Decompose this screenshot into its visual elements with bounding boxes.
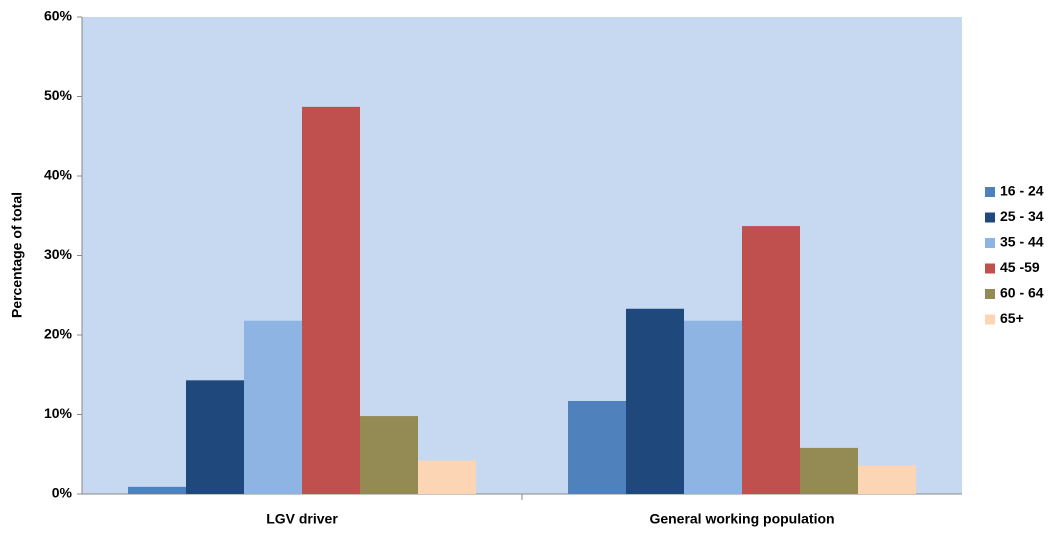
legend-swatch [985, 187, 995, 197]
legend-label: 65+ [1000, 310, 1024, 326]
bar [684, 320, 742, 494]
y-tick-label: 60% [44, 8, 73, 24]
legend-label: 45 -59 [1000, 259, 1040, 275]
bar [800, 447, 858, 494]
legend-swatch [985, 314, 995, 325]
y-tick-label: 0% [52, 485, 73, 501]
y-tick-label: 20% [44, 326, 73, 342]
legend-swatch [985, 212, 995, 223]
x-tick-label: LGV driver [266, 511, 338, 527]
legend-swatch [985, 263, 995, 274]
bar [186, 380, 244, 494]
bar [302, 106, 360, 495]
legend-label: 35 - 44 [1000, 234, 1044, 250]
bar [742, 226, 800, 494]
bar [568, 400, 626, 494]
x-tick-label: General working population [649, 511, 834, 527]
legend-swatch [985, 289, 995, 299]
bar [128, 486, 186, 494]
legend-label: 60 - 64 [1000, 285, 1044, 301]
y-axis-label: Percentage of total [9, 192, 25, 318]
y-tick-label: 50% [44, 87, 73, 103]
legend-swatch [985, 238, 995, 248]
y-tick-label: 40% [44, 167, 73, 183]
bar [244, 320, 302, 494]
bar [858, 465, 916, 494]
bar [626, 308, 684, 494]
legend-label: 25 - 34 [1000, 208, 1044, 224]
bar [360, 416, 418, 494]
legend-label: 16 - 24 [1000, 183, 1044, 199]
y-tick-label: 30% [44, 246, 73, 262]
y-tick-label: 10% [44, 405, 73, 421]
bar [418, 460, 476, 494]
